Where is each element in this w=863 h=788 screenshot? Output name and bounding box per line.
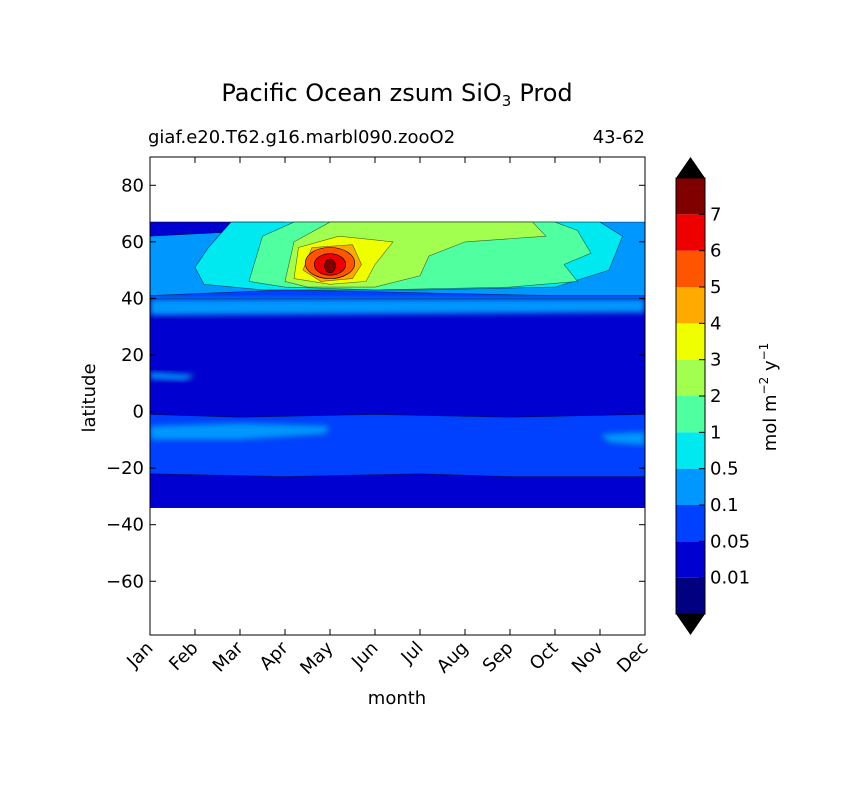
colorbar-tick-label: 4 <box>710 313 721 334</box>
x-tick-label: Sep <box>479 638 518 677</box>
colorbar-segment <box>676 468 705 505</box>
title-subscript: 3 <box>502 92 512 110</box>
colorbar-tick-label: 6 <box>710 241 721 262</box>
colorbar-segment <box>676 250 705 287</box>
x-tick-label: Oct <box>526 638 563 675</box>
colorbar-tick-label: 7 <box>710 204 721 225</box>
y-tick-label: 60 <box>121 232 144 253</box>
y-tick-label: 40 <box>121 288 144 309</box>
subtitle-left: giaf.e20.T62.g16.marbl090.zooO2 <box>148 127 455 148</box>
region-peak <box>324 258 336 273</box>
colorbar-label-exp1: −2 <box>757 377 771 395</box>
chart-title: Pacific Ocean zsum SiO3 Prod <box>221 79 572 110</box>
colorbar-segment <box>676 396 705 433</box>
x-tick-label: May <box>296 637 337 678</box>
colorbar-tick-label: 5 <box>710 277 721 298</box>
y-axis-label: latitude <box>79 363 100 432</box>
x-tick-label: Aug <box>433 638 473 678</box>
colorbar-segment <box>676 541 705 578</box>
colorbar: 0.01 0.05 0.1 0.5 1 2 3 4 5 6 7 <box>675 157 750 635</box>
region-dark-band-north <box>150 298 645 418</box>
colorbar-segment <box>676 577 705 614</box>
y-tick-label: 80 <box>121 175 144 196</box>
region-equatorial-strip <box>150 422 331 441</box>
colorbar-tick-label: 0.01 <box>710 568 750 589</box>
subtitle-right: 43-62 <box>593 127 645 148</box>
colorbar-segment <box>676 214 705 251</box>
y-tick-label: −40 <box>106 515 144 536</box>
y-axis: 80 60 40 20 0 −20 −40 −60 <box>106 175 645 592</box>
region-subpolar-transition <box>150 298 645 316</box>
colorbar-segment <box>676 178 705 215</box>
colorbar-segment <box>676 323 705 360</box>
colorbar-tick-label: 3 <box>710 350 721 371</box>
x-tick-label: Mar <box>209 637 248 676</box>
x-tick-label: Nov <box>568 637 608 677</box>
y-tick-label: −60 <box>106 571 144 592</box>
title-suffix: Prod <box>519 79 572 107</box>
x-tick-label: Jun <box>347 638 382 673</box>
x-tick-label: Jul <box>397 638 428 669</box>
contour-fill <box>150 221 645 508</box>
y-tick-label: 0 <box>133 402 144 423</box>
x-axis-label: month <box>368 688 426 709</box>
colorbar-segment <box>676 287 705 324</box>
x-tick-label: Feb <box>165 638 202 675</box>
x-tick-label: Jan <box>122 638 157 673</box>
colorbar-tick-label: 2 <box>710 386 721 407</box>
colorbar-label-exp2: −1 <box>757 343 771 361</box>
colorbar-segment <box>676 432 705 469</box>
x-tick-label: Apr <box>256 637 293 674</box>
x-tick-label: Dec <box>613 638 652 677</box>
colorbar-label: mol m−2 y−1 <box>757 343 781 452</box>
colorbar-label-mid: y <box>760 360 781 377</box>
plot-frame <box>149 156 646 636</box>
colorbar-segment <box>676 505 705 542</box>
region-dark-band-south <box>150 473 645 508</box>
colorbar-extend-under <box>676 614 705 635</box>
region-jan-strip <box>150 371 196 381</box>
title-main: Pacific Ocean zsum SiO <box>221 79 501 107</box>
y-tick-label: 20 <box>121 345 144 366</box>
colorbar-tick-label: 1 <box>710 422 721 443</box>
region-dec-strip <box>599 431 645 446</box>
colorbar-extend-over <box>676 157 705 178</box>
y-tick-label: −20 <box>106 458 144 479</box>
colorbar-label-unit: mol m <box>760 394 781 451</box>
colorbar-tick-label: 0.5 <box>710 459 739 480</box>
colorbar-tick-label: 0.1 <box>710 495 739 516</box>
colorbar-tick-label: 0.05 <box>710 531 750 552</box>
colorbar-segment <box>676 359 705 396</box>
